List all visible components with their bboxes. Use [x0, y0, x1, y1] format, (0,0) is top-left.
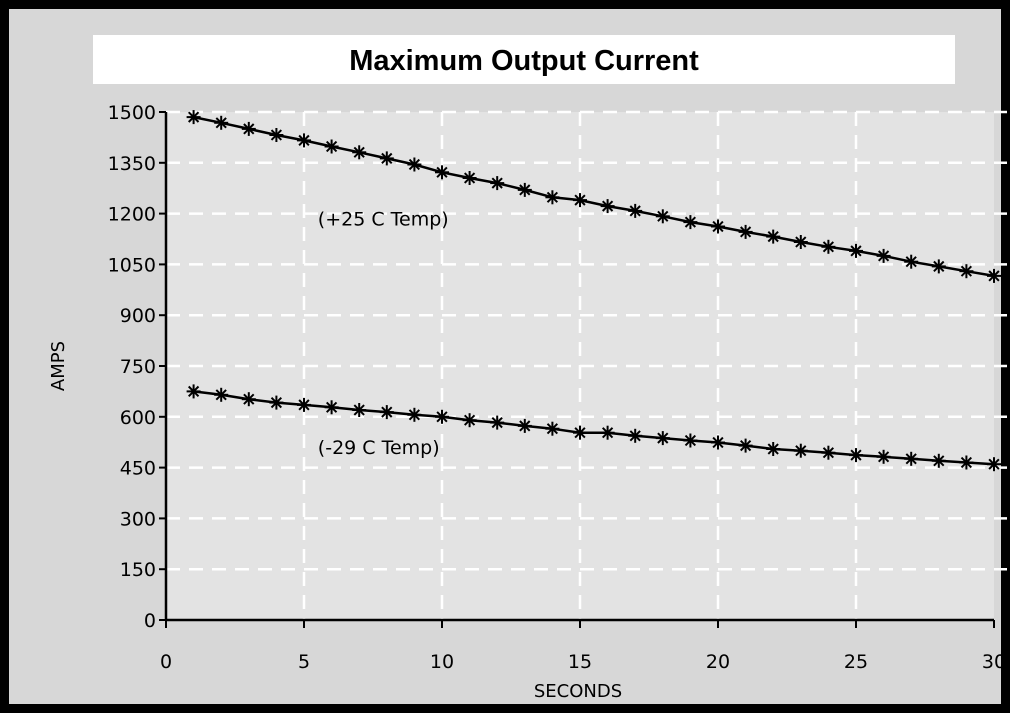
x-tick-label: 0	[160, 651, 172, 673]
data-point	[711, 219, 725, 234]
data-point	[545, 421, 560, 436]
y-axis-title: AMPS	[48, 341, 69, 391]
y-tick-label: 1050	[108, 254, 156, 276]
data-point	[904, 254, 919, 269]
y-tick-label: 450	[120, 458, 156, 480]
data-point	[214, 387, 229, 402]
data-point	[352, 145, 367, 160]
title-box	[93, 35, 955, 84]
data-point	[186, 110, 201, 125]
data-point	[407, 407, 422, 422]
data-point	[297, 397, 311, 412]
y-tick-label: 1350	[108, 153, 156, 175]
data-point	[462, 413, 477, 428]
data-point	[490, 176, 505, 191]
data-point	[490, 415, 505, 430]
data-point	[931, 259, 946, 274]
series-layer	[186, 110, 1001, 472]
series-annotation: (+25 C Temp)	[318, 208, 449, 230]
data-point	[738, 224, 753, 239]
data-point	[766, 229, 781, 244]
series-1	[186, 110, 1001, 283]
data-point	[435, 409, 449, 424]
x-tick-label: 20	[706, 651, 730, 673]
data-point	[379, 405, 394, 420]
data-point	[545, 190, 560, 205]
y-tick-label: 0	[144, 610, 156, 632]
series-annotation: (-29 C Temp)	[318, 437, 440, 459]
axes: 0 150 300 450 600 750 900 1050 1200 1350 1500 0 5 10 1…	[108, 102, 1006, 673]
data-point	[849, 243, 863, 258]
y-tick-label: 900	[120, 305, 156, 327]
data-point	[379, 151, 394, 166]
data-point	[987, 268, 1001, 283]
data-point	[269, 395, 284, 410]
data-point	[573, 193, 587, 208]
data-point	[655, 431, 670, 446]
y-tick-label: 1500	[108, 102, 156, 124]
x-tick-label: 30	[982, 651, 1006, 673]
x-axis-title: SECONDS	[534, 681, 622, 702]
chart-title: Maximum Output Current	[349, 45, 699, 77]
chart-svg: Maximum Output Current 01503004506007509…	[48, 35, 1007, 702]
data-point	[655, 209, 670, 224]
data-point	[600, 425, 615, 440]
annotations: (+25 C Temp) (-29 C Temp)	[318, 208, 449, 459]
data-point	[462, 171, 477, 185]
x-tick-label: 15	[568, 651, 592, 673]
x-tick-label: 10	[430, 651, 454, 673]
data-point	[904, 451, 919, 466]
y-tick-label: 600	[120, 407, 156, 429]
data-point	[241, 392, 256, 407]
data-point	[407, 157, 422, 172]
data-point	[297, 133, 311, 148]
data-point	[517, 418, 532, 433]
x-tick-label: 25	[844, 651, 868, 673]
data-point	[214, 115, 229, 130]
data-point	[324, 139, 339, 154]
data-point	[849, 448, 863, 463]
data-point	[186, 384, 201, 399]
data-point	[573, 425, 587, 440]
data-point	[683, 433, 698, 448]
data-point	[766, 442, 781, 456]
data-point	[738, 438, 753, 453]
data-point	[876, 248, 891, 263]
y-tick-label: 1200	[108, 204, 156, 226]
data-point	[352, 403, 367, 417]
data-point	[987, 457, 1001, 472]
data-point	[600, 199, 615, 214]
grid	[166, 110, 1007, 620]
data-point	[435, 165, 449, 180]
data-point	[931, 453, 946, 468]
data-point	[876, 449, 891, 464]
x-tick-label: 5	[298, 651, 310, 673]
series-2	[186, 384, 1001, 472]
data-point	[324, 400, 339, 415]
data-point	[683, 215, 698, 230]
data-point	[821, 445, 836, 460]
data-point	[959, 264, 974, 279]
data-point	[959, 455, 974, 470]
data-point	[241, 121, 256, 136]
y-tick-label: 750	[120, 356, 156, 378]
data-point	[269, 128, 284, 142]
data-point	[793, 235, 808, 249]
data-point	[517, 182, 532, 197]
y-tick-label: 150	[120, 559, 156, 581]
data-point	[793, 443, 808, 458]
y-tick-label: 300	[120, 508, 156, 530]
data-point	[821, 239, 836, 254]
data-point	[711, 435, 725, 450]
data-point	[628, 428, 643, 443]
data-point	[628, 203, 643, 218]
